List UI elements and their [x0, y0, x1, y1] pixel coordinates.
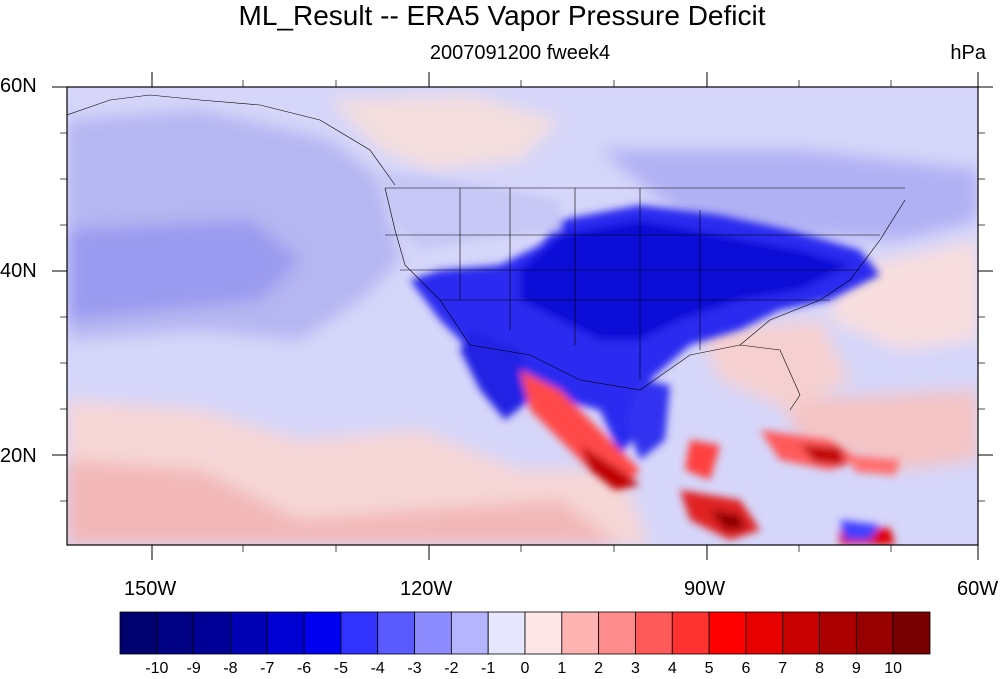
- colorbar-swatch: [119, 611, 158, 655]
- colorbar-swatch: [855, 611, 894, 655]
- colorbar-swatch: [598, 611, 636, 655]
- colorbar-tick-label: -2: [444, 660, 459, 677]
- colorbar-swatch: [156, 611, 195, 655]
- colorbar-tick-label: 7: [778, 660, 788, 677]
- colorbar-tick-label: 9: [851, 660, 861, 677]
- colorbar-tick-label: -7: [260, 660, 275, 677]
- colorbar-tick-label: -1: [481, 660, 496, 677]
- colorbar-tick-label: 3: [631, 660, 640, 677]
- colorbar-swatch: [782, 611, 820, 655]
- chart-subtitle: 2007091200 fweek4: [429, 42, 611, 64]
- colorbar-swatch: [635, 611, 673, 655]
- colorbar-tick-label: 4: [667, 660, 677, 677]
- colorbar-swatch: [671, 611, 710, 655]
- colorbar-swatch: [819, 611, 857, 655]
- colorbar-tick-label: -9: [186, 660, 201, 677]
- lon-label-150w: 150W: [124, 578, 177, 600]
- colorbar-tick-label: -6: [296, 660, 312, 677]
- colorbar-swatch: [450, 611, 489, 655]
- colorbar-tick-label: 0: [520, 660, 530, 677]
- colorbar-swatch: [377, 611, 415, 655]
- colorbar-tick-label: -4: [370, 660, 385, 677]
- colorbar-tick-label: -3: [407, 660, 422, 677]
- colorbar-swatch: [892, 611, 931, 655]
- colorbar-swatch: [745, 611, 784, 655]
- colorbar-tick-label: -10: [145, 660, 169, 677]
- colorbar-swatch: [340, 611, 379, 655]
- colorbar-swatch: [266, 611, 305, 655]
- lon-label-90w: 90W: [684, 578, 726, 600]
- colorbar-swatch: [230, 611, 268, 655]
- colorbar-swatch: [303, 611, 342, 655]
- colorbar-swatch: [193, 611, 231, 655]
- colorbar: [119, 611, 931, 655]
- colorbar-swatch: [524, 611, 563, 655]
- colorbar-tick-label: -8: [223, 660, 238, 677]
- colorbar-tick-label: 5: [704, 660, 714, 677]
- colorbar-tick-label: 10: [884, 660, 903, 677]
- lat-label-20n: 20N: [0, 445, 37, 467]
- colorbar-tick-label: 2: [594, 660, 604, 677]
- vpd-field: [67, 87, 978, 545]
- colorbar-swatch: [487, 611, 526, 655]
- map-frame: [66, 86, 979, 546]
- chart-title: ML_Result -- ERA5 Vapor Pressure Deficit: [238, 0, 766, 31]
- colorbar-tick-label: 1: [557, 660, 567, 677]
- lat-label-60n: 60N: [0, 75, 37, 97]
- units-label: hPa: [950, 42, 986, 64]
- colorbar-swatch: [561, 611, 600, 655]
- lat-label-40n: 40N: [0, 260, 37, 282]
- minor-ticks: [60, 80, 985, 552]
- colorbar-tick-label: -5: [333, 660, 349, 677]
- boundary-lines: [67, 94, 906, 411]
- lon-label-120w: 120W: [400, 578, 453, 600]
- colorbar-swatch: [414, 611, 452, 655]
- lon-label-60w: 60W: [957, 578, 999, 600]
- axis-ticks: [52, 72, 993, 560]
- colorbar-tick-label: 8: [815, 660, 824, 677]
- colorbar-tick-label: 6: [741, 660, 751, 677]
- colorbar-swatch: [708, 611, 747, 655]
